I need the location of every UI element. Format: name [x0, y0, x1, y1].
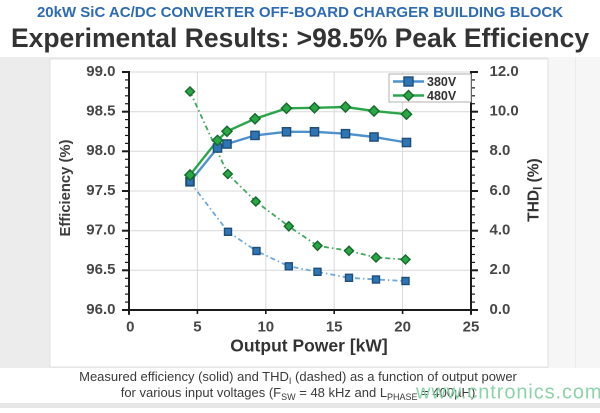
svg-text:98.0: 98.0	[86, 142, 115, 159]
svg-text:20: 20	[394, 319, 411, 336]
svg-text:for various input voltages (FS: for various input voltages (FSW = 48 kHz…	[121, 385, 476, 402]
svg-text:Efficiency (%): Efficiency (%)	[58, 139, 74, 236]
svg-text:0: 0	[126, 319, 134, 336]
svg-text:97.5: 97.5	[86, 182, 115, 199]
svg-text:Output Power [kW]: Output Power [kW]	[230, 336, 387, 356]
svg-text:380V: 380V	[427, 75, 457, 89]
svg-text:25: 25	[463, 319, 480, 336]
svg-text:12.0: 12.0	[490, 63, 519, 80]
svg-text:4.0: 4.0	[490, 222, 511, 239]
svg-text:480V: 480V	[427, 89, 457, 103]
svg-text:97.0: 97.0	[86, 222, 115, 239]
svg-text:99.0: 99.0	[86, 63, 115, 80]
svg-text:10: 10	[257, 319, 274, 336]
svg-text:20kW SiC AC/DC CONVERTER OFF-B: 20kW SiC AC/DC CONVERTER OFF-BOARD CHARG…	[37, 4, 563, 21]
svg-text:Experimental Results: >98.5% P: Experimental Results: >98.5% Peak Effici…	[11, 23, 589, 53]
svg-text:0.0: 0.0	[490, 301, 511, 318]
svg-text:6.0: 6.0	[490, 182, 511, 199]
svg-text:98.5: 98.5	[86, 103, 115, 120]
svg-text:Measured efficiency (solid) an: Measured efficiency (solid) and THDI (da…	[79, 369, 517, 386]
svg-text:96.5: 96.5	[86, 261, 115, 278]
svg-text:10.0: 10.0	[490, 103, 519, 120]
svg-text:96.0: 96.0	[86, 301, 115, 318]
svg-text:2.0: 2.0	[490, 261, 511, 278]
svg-text:15: 15	[326, 319, 343, 336]
svg-text:www.cntronics.com: www.cntronics.com	[415, 382, 600, 404]
svg-text:5: 5	[193, 319, 201, 336]
svg-text:THDI (%): THDI (%)	[526, 158, 545, 221]
svg-text:8.0: 8.0	[490, 142, 511, 159]
